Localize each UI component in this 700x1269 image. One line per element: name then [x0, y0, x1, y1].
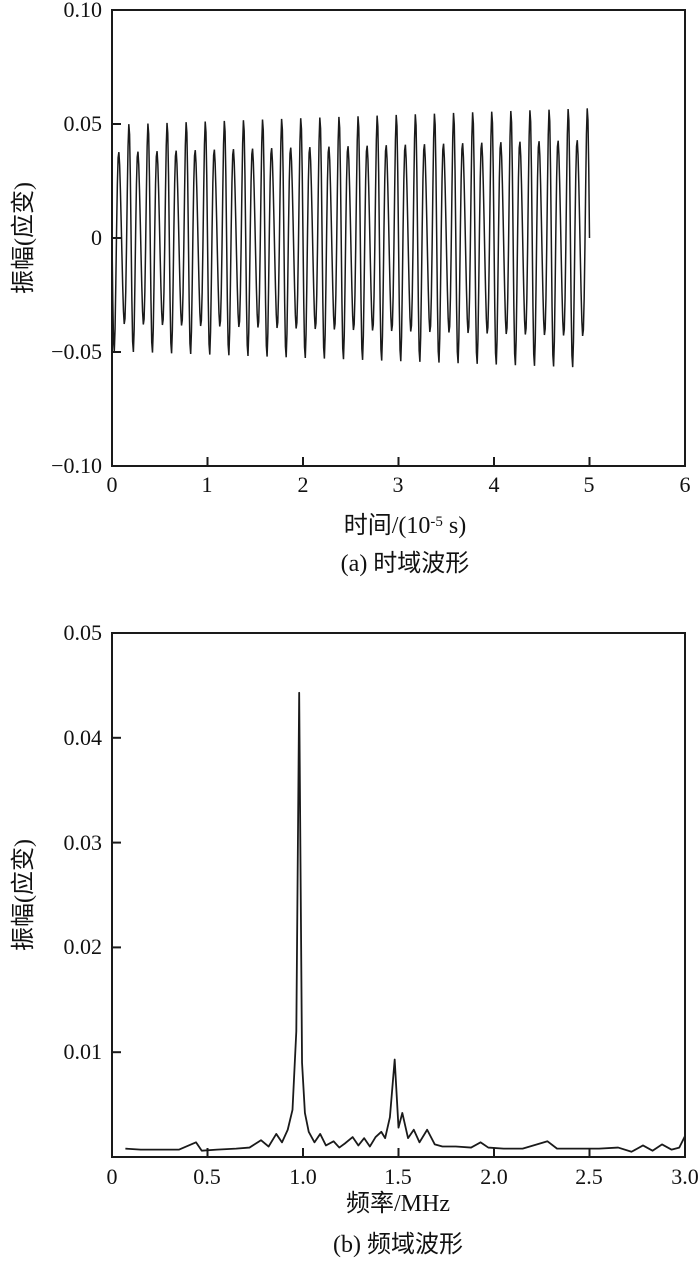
- chart-a-ytick-label: 0.05: [63, 111, 103, 136]
- chart-a-caption: (a) 时域波形: [340, 551, 470, 577]
- chart-a-xtick-label: 3: [392, 472, 404, 497]
- chart-a-x-axis-label-suffix: s): [442, 513, 467, 539]
- chart-a-x-axis-label-exponent: -5: [430, 514, 443, 530]
- waveform-trace: [111, 108, 591, 368]
- chart-b-xtick-label: 2.5: [575, 1164, 603, 1189]
- chart-b-xtick-label: 0.5: [193, 1164, 221, 1189]
- chart-b-caption: (b) 频域波形: [333, 1232, 463, 1258]
- chart-a-x-axis-label: 时间/(10-5 s): [255, 509, 555, 539]
- chart-b-xtick-label: 3.0: [671, 1164, 699, 1189]
- chart-b-ytick-label: 0.04: [63, 725, 103, 750]
- chart-b-ytick-label: 0.01: [63, 1039, 103, 1064]
- chart-b-border: [111, 632, 686, 1158]
- chart-b-xtick-label: 1.5: [384, 1164, 412, 1189]
- chart-b-x-axis-label: 频率/MHz: [346, 1191, 450, 1217]
- chart-a-ytick-label: 0.10: [63, 0, 103, 22]
- chart-a-xtick-label: 4: [488, 472, 500, 497]
- chart-a-ytick-label: −0.10: [51, 453, 102, 478]
- chart-b-xtick-label: 2.0: [480, 1164, 508, 1189]
- chart-a-xtick-label: 0: [106, 472, 118, 497]
- chart-b-ytick-label: 0.05: [63, 620, 103, 645]
- chart-a-xtick-label: 6: [679, 472, 691, 497]
- chart-b-ytick-label: 0.03: [63, 830, 103, 855]
- chart-a-xtick-label: 5: [583, 472, 595, 497]
- chart-a-x-axis-label-base: 时间/(10: [343, 513, 431, 539]
- chart-b-y-axis-label: 振幅(应变): [11, 839, 37, 951]
- chart-a-xtick-label: 2: [297, 472, 309, 497]
- chart-a-xtick-label: 1: [201, 472, 213, 497]
- chart-a-ytick-label: 0: [91, 225, 102, 250]
- chart-a-y-axis-label: 振幅(应变): [11, 182, 37, 294]
- chart-b-xtick-label: 0: [106, 1164, 118, 1189]
- chart-a-ytick-label: −0.05: [51, 339, 102, 364]
- chart-b-ytick-label: 0.02: [63, 934, 103, 959]
- chart-b-xtick-label: 1.0: [289, 1164, 317, 1189]
- spectrum-trace: [125, 691, 686, 1153]
